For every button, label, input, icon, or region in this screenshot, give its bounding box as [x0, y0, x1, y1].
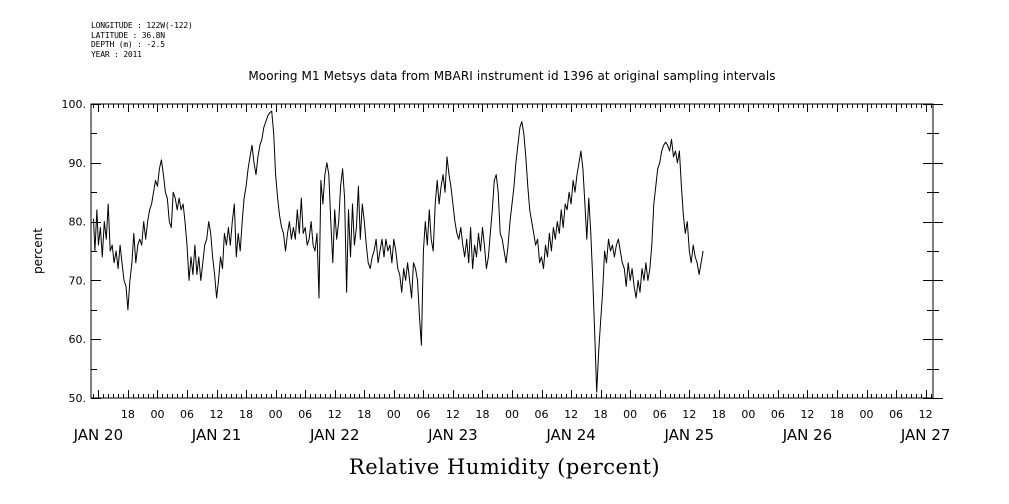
series-line	[93, 110, 704, 393]
x-minor-ticks	[93, 104, 932, 398]
metadata-block: LONGITUDE : 122W(-122) LATITUDE : 36.8N …	[91, 21, 193, 59]
hour-tick-label: 00	[860, 408, 874, 421]
x-axis-label: Relative Humidity (percent)	[348, 455, 661, 479]
hour-tick-label: 18	[594, 408, 608, 421]
hour-tick-label: 00	[741, 408, 755, 421]
day-label: JAN 26	[782, 426, 833, 444]
day-label: JAN 25	[664, 426, 715, 444]
hour-tick-label: 12	[564, 408, 578, 421]
hour-tick-label: 18	[121, 408, 135, 421]
hour-tick-label: 18	[830, 408, 844, 421]
hour-tick-label: 12	[328, 408, 342, 421]
meta-latitude: LATITUDE : 36.8N	[91, 30, 165, 40]
hour-tick-label: 06	[180, 408, 194, 421]
hour-tick-label: 18	[239, 408, 253, 421]
meta-depth: DEPTH (m) : -2.5	[91, 40, 165, 49]
hour-tick-label: 18	[357, 408, 371, 421]
hour-tick-label: 12	[210, 408, 224, 421]
day-label: JAN 23	[427, 426, 478, 444]
hour-tick-label: 00	[150, 408, 164, 421]
hour-tick-label: 06	[771, 408, 785, 421]
hour-tick-label: 00	[387, 408, 401, 421]
y-tick-label: 70.	[69, 274, 87, 287]
day-label: JAN 21	[191, 426, 242, 444]
day-label: JAN 27	[900, 426, 951, 444]
meta-longitude: LONGITUDE : 122W(-122)	[91, 21, 193, 30]
y-tick-label: 80.	[69, 216, 87, 229]
hour-tick-label: 06	[298, 408, 312, 421]
hour-tick-label: 06	[889, 408, 903, 421]
hour-tick-label: 06	[416, 408, 430, 421]
hour-tick-label: 00	[269, 408, 283, 421]
chart-title: Mooring M1 Metsys data from MBARI instru…	[248, 69, 776, 83]
hour-tick-label: 00	[505, 408, 519, 421]
hour-tick-label: 12	[682, 408, 696, 421]
day-label: JAN 20	[73, 426, 124, 444]
day-label: JAN 24	[545, 426, 596, 444]
y-tick-label: 60.	[69, 333, 87, 346]
hour-tick-label: 06	[653, 408, 667, 421]
y-tick-label: 50.	[69, 392, 87, 405]
hour-tick-label: 18	[712, 408, 726, 421]
hour-tick-label: 18	[475, 408, 489, 421]
y-axis-label: percent	[31, 228, 45, 274]
hour-tick-label: 12	[800, 408, 814, 421]
hour-tick-label: 00	[623, 408, 637, 421]
y-tick-label: 100.	[62, 98, 87, 111]
y-tick-label: 90.	[69, 157, 87, 170]
plot-frame	[90, 103, 934, 399]
hour-tick-label: 12	[919, 408, 933, 421]
meta-year: YEAR : 2011	[91, 49, 142, 59]
hour-tick-label: 06	[535, 408, 549, 421]
hour-tick-label: 12	[446, 408, 460, 421]
day-label: JAN 22	[309, 426, 360, 444]
